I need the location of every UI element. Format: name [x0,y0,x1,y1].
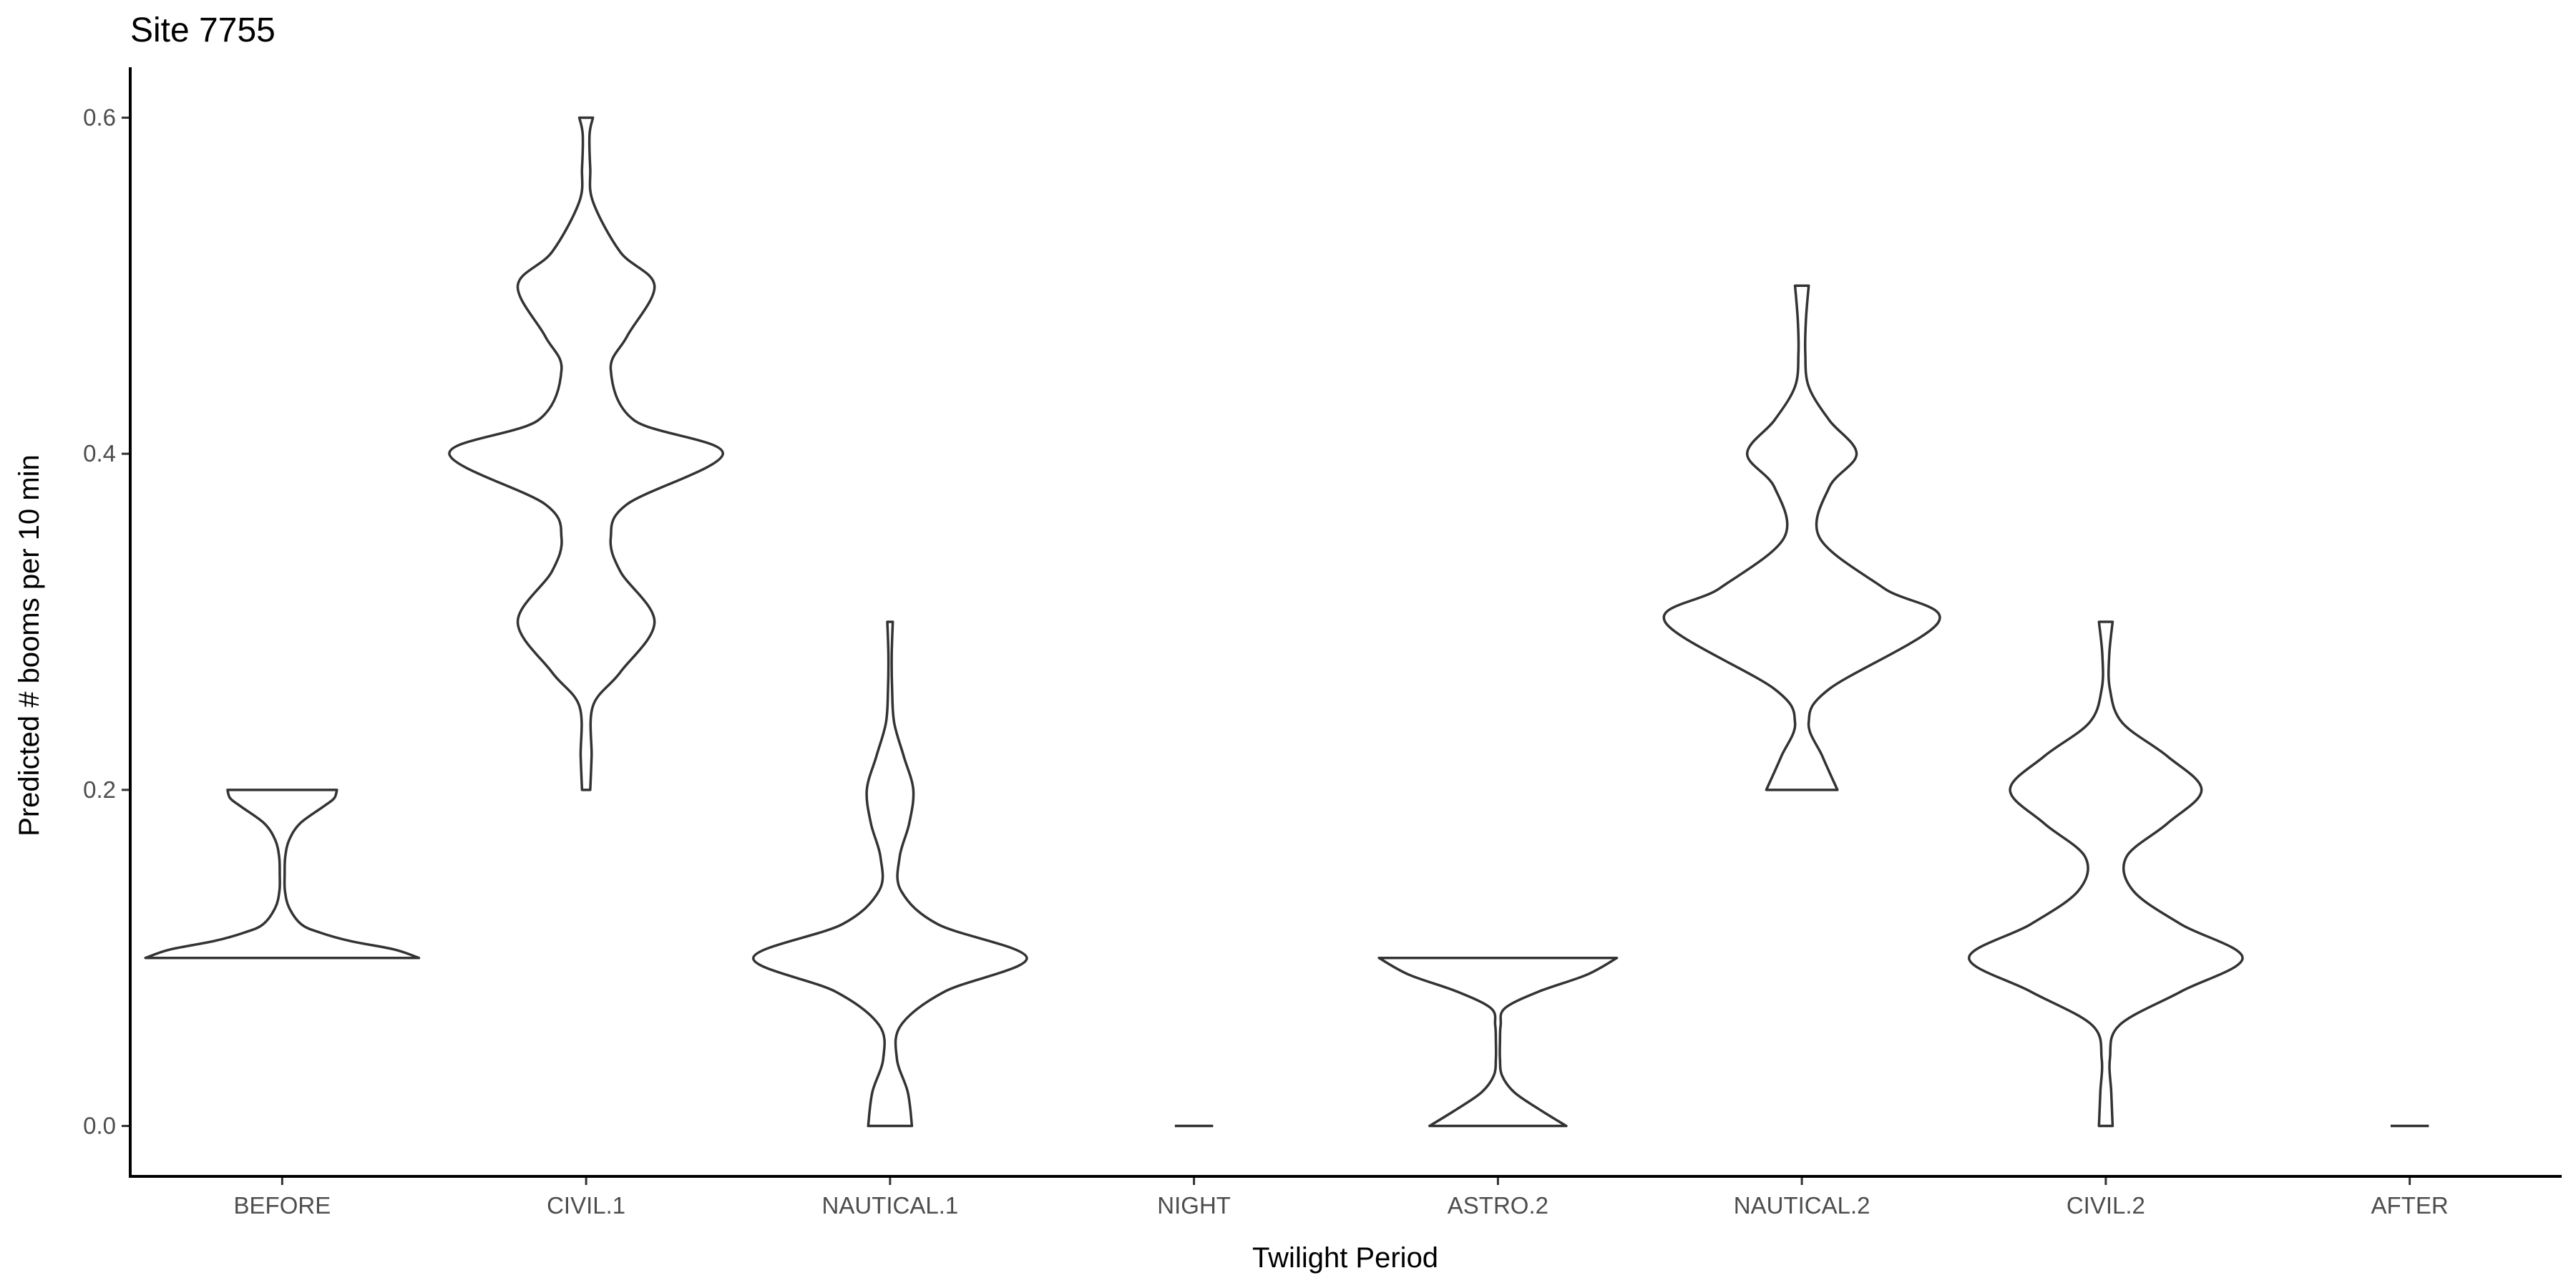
violin-layer [144,116,2429,1128]
violin-civil-1 [448,116,725,791]
y-tick-label: 0.2 [83,776,116,803]
y-tick-label: 0.4 [83,440,116,467]
x-tick-label: ASTRO.2 [1448,1192,1548,1219]
x-tick-label: CIVIL.1 [547,1192,625,1219]
chart-title: Site 7755 [130,11,275,49]
y-tick-label: 0.6 [83,104,116,130]
violin-civil-2 [1967,620,2244,1128]
violin-nautical-1 [751,620,1028,1128]
y-tick-label: 0.0 [83,1113,116,1139]
x-tick-label: NAUTICAL.2 [1734,1192,1870,1219]
violin-nautical-2 [1662,284,1941,791]
y-axis-title: Predicted # booms per 10 min [14,454,45,836]
x-tick-label: BEFORE [234,1192,331,1219]
y-axis-ticks: 0.0 0.2 0.4 0.6 [83,104,130,1139]
violin-astro-2 [1377,956,1619,1128]
x-tick-label: CIVIL.2 [2067,1192,2145,1219]
x-tick-label: AFTER [2371,1192,2449,1219]
x-axis-title: Twilight Period [1252,1242,1438,1274]
x-tick-label: NAUTICAL.1 [822,1192,959,1219]
violin-before [144,789,421,960]
x-axis-ticks: BEFORE CIVIL.1 NAUTICAL.1 NIGHT ASTRO.2 NAUTI… [234,1176,2449,1219]
x-tick-label: NIGHT [1157,1192,1231,1219]
